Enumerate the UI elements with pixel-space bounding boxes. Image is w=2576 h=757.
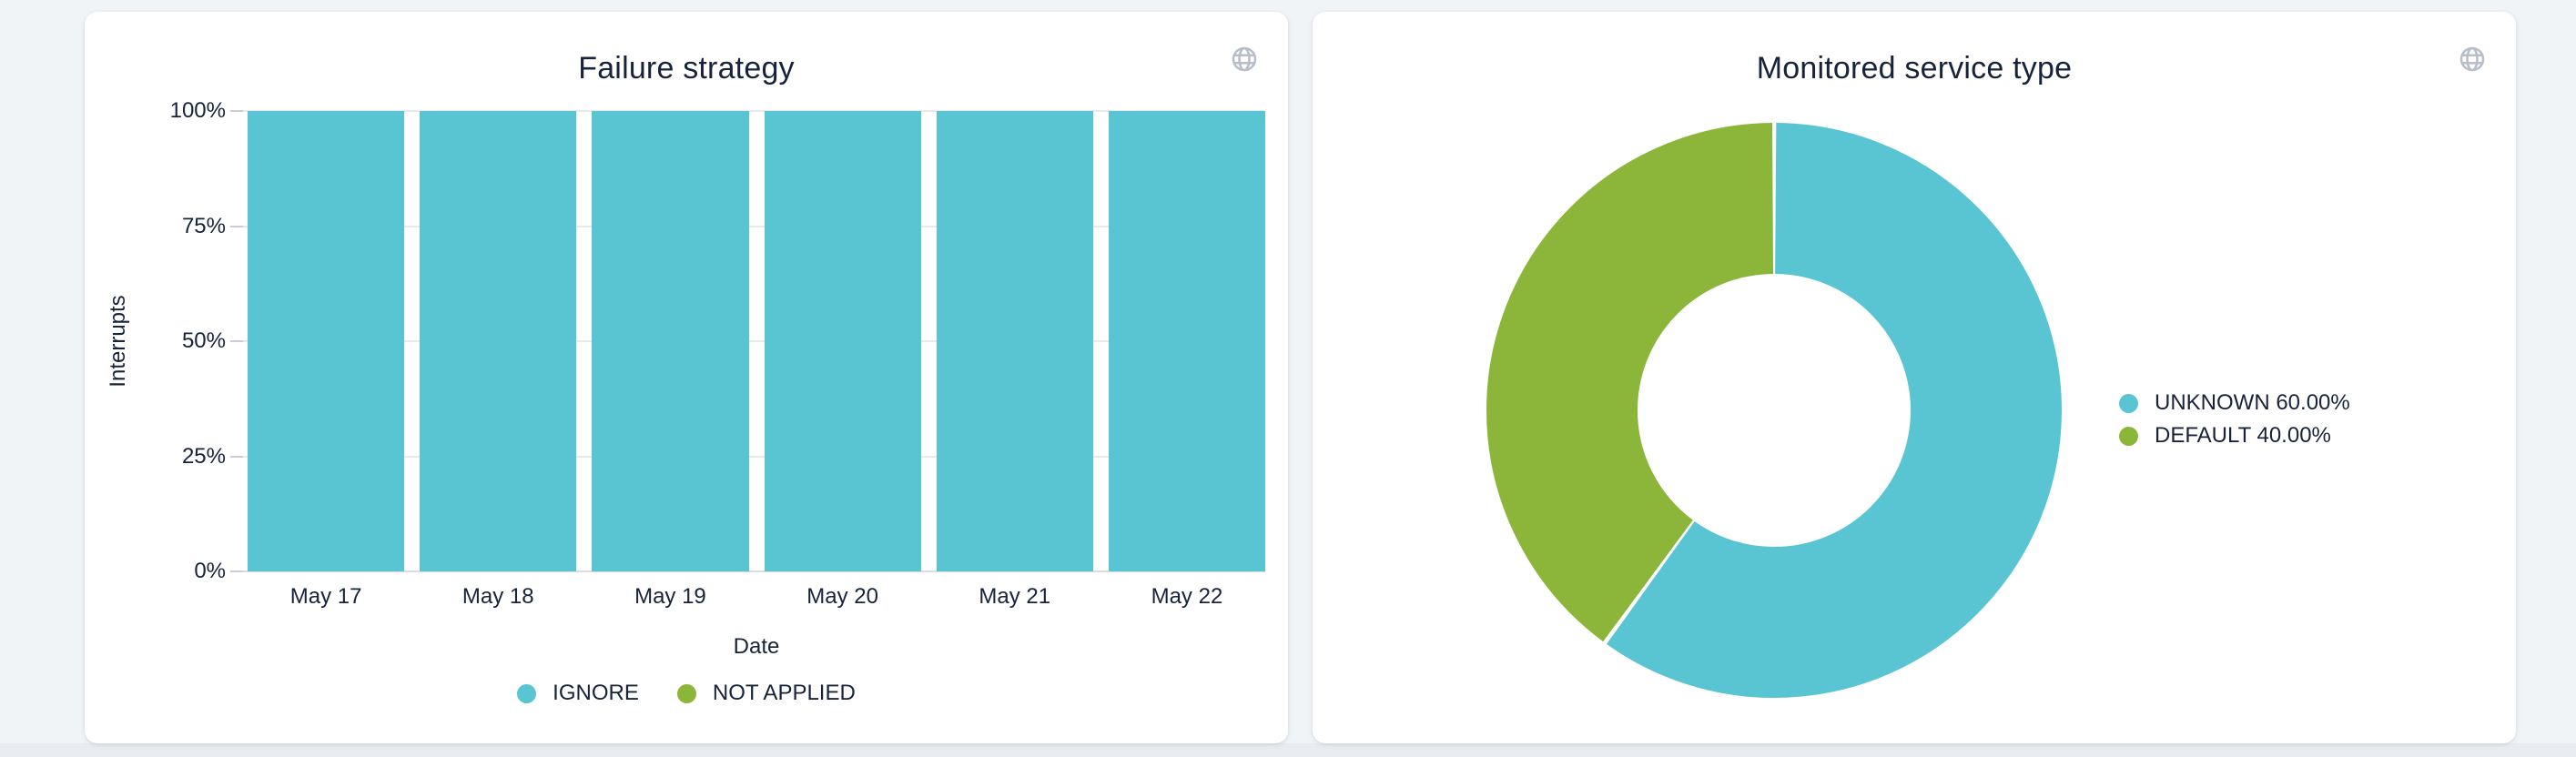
x-tick-label: May 17 [289, 584, 362, 609]
donut-slice-default [1486, 123, 2062, 698]
x-tick-label: May 18 [461, 584, 534, 609]
y-tick-label: 25% [181, 443, 226, 469]
page-bottom-band [0, 743, 2576, 757]
failure-strategy-card: Failure strategy Interrupts May 17 May 18… [85, 12, 1288, 743]
globe-icon[interactable] [1230, 45, 1259, 74]
bar-segment-ignore [420, 111, 577, 571]
y-tick-label: 75% [181, 213, 226, 238]
legend-dot [2119, 426, 2138, 446]
y-tick-mark [230, 340, 243, 342]
legend-item-default[interactable]: DEFAULT 40.00% [2119, 424, 2350, 448]
y-tick-mark [230, 570, 243, 572]
bar-segment-ignore [764, 111, 921, 571]
bar-series-area [248, 111, 1266, 571]
donut-chart-legend: UNKNOWN 60.00% DEFAULT 40.00% [2119, 391, 2350, 448]
x-axis-label: Date [733, 634, 780, 659]
bar-segment-ignore [936, 111, 1093, 571]
legend-item-unknown[interactable]: UNKNOWN 60.00% [2119, 391, 2350, 415]
y-tick-label: 100% [169, 98, 226, 123]
bar-column [1108, 111, 1266, 571]
x-axis-ticks: May 17 May 18 May 19 May 20 May 21 May 22 [248, 584, 1265, 610]
y-tick-label: 0% [194, 559, 226, 583]
bar-segment-ignore [592, 111, 749, 571]
monitored-service-type-card: Monitored service type UNKNOWN 60.00% DEF… [1313, 12, 2516, 743]
chart-title: Monitored service type [1756, 51, 2073, 86]
bar-segment-ignore [1108, 111, 1266, 571]
donut-slice-unknown [1486, 123, 2062, 698]
legend-label: NOT APPLIED [712, 681, 856, 705]
x-tick-label: May 20 [806, 584, 878, 609]
y-tick-mark [230, 110, 243, 112]
y-tick-mark [230, 455, 243, 458]
legend-item-ignore[interactable]: IGNORE [517, 681, 639, 705]
legend-label: DEFAULT 40.00% [2155, 423, 2331, 448]
x-tick-label: May 21 [979, 584, 1051, 609]
bar-column [592, 111, 749, 571]
x-tick-label: May 22 [1151, 584, 1223, 609]
legend-label: UNKNOWN 60.00% [2155, 390, 2350, 415]
bar-column [936, 111, 1093, 571]
y-tick-label: 50% [181, 328, 226, 353]
x-tick-label: May 19 [634, 584, 706, 609]
bar-segment-ignore [248, 111, 405, 571]
chart-title: Failure strategy [578, 51, 795, 86]
bar-chart-legend: IGNORE NOT APPLIED [85, 681, 1288, 705]
donut-chart [1486, 123, 2062, 698]
y-tick-mark [230, 225, 243, 227]
bar-column [420, 111, 577, 571]
globe-icon[interactable] [2458, 45, 2487, 74]
legend-dot [676, 683, 696, 703]
legend-dot [517, 683, 537, 703]
x-axis-line [230, 570, 1265, 572]
legend-item-not-applied[interactable]: NOT APPLIED [676, 681, 856, 705]
legend-dot [2119, 393, 2138, 413]
legend-label: IGNORE [553, 681, 639, 705]
bar-column [764, 111, 921, 571]
bar-column [248, 111, 405, 571]
